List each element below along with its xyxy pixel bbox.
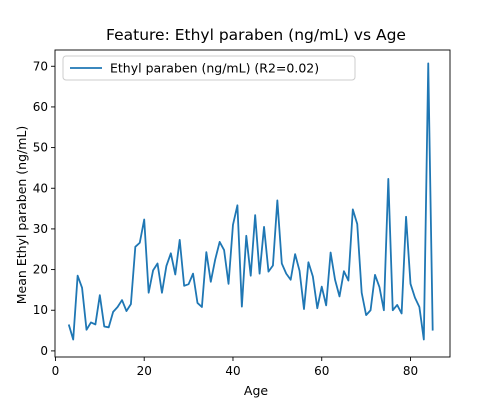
legend-box <box>62 55 356 81</box>
plot-area: 0 20 40 60 80 0 10 20 30 40 50 60 70 Ethyl paraben (n… <box>33 49 451 378</box>
x-tick-label: 0 <box>52 364 60 378</box>
y-axis-label: Mean Ethyl paraben (ng/mL) <box>14 126 29 304</box>
y-tick-label: 60 <box>33 100 48 114</box>
series-line <box>67 62 434 341</box>
legend-label: Ethyl paraben (ng/mL) (R2=0.02) <box>110 61 319 76</box>
y-tick-label: 40 <box>33 181 48 195</box>
x-tick-label: 40 <box>225 364 240 378</box>
y-tick-label: 30 <box>33 222 48 236</box>
y-tick-label: 50 <box>33 141 48 155</box>
legend: Ethyl paraben (ng/mL) (R2=0.02) <box>62 55 356 81</box>
y-tick-label: 20 <box>33 263 48 277</box>
axes-frame <box>54 49 451 358</box>
x-tick-label: 20 <box>137 364 152 378</box>
y-tick-label: 70 <box>33 59 48 73</box>
x-tick-label: 80 <box>403 364 418 378</box>
axes-spines <box>54 49 451 358</box>
x-tick-label: 60 <box>314 364 329 378</box>
y-tick-label: 10 <box>33 303 48 317</box>
x-axis-label: Age <box>244 383 268 398</box>
chart-title: Feature: Ethyl paraben (ng/mL) vs Age <box>106 26 406 44</box>
y-tick-label: 0 <box>40 344 48 358</box>
